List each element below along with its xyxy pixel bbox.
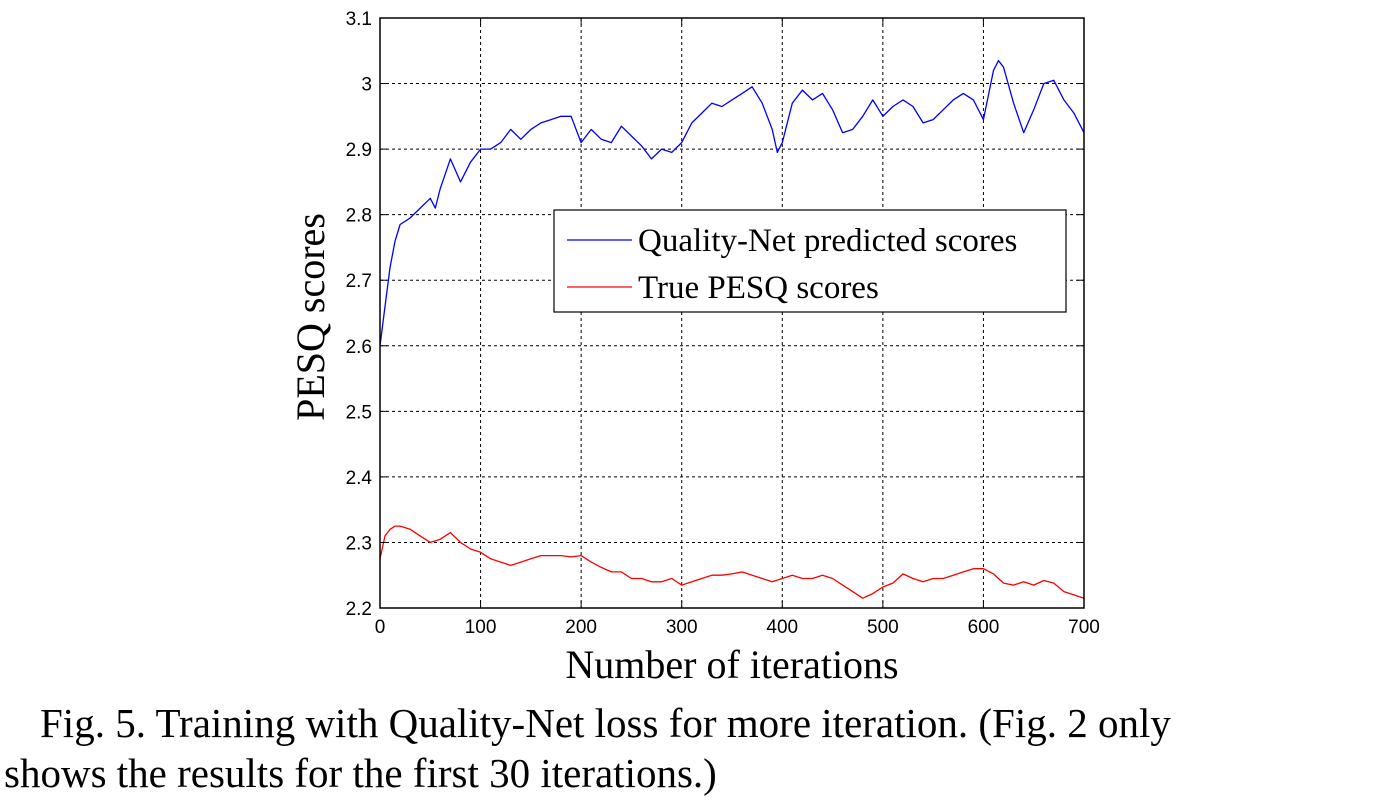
y-tick-label: 2.3 [346,533,372,554]
x-tick-label: 300 [666,617,698,638]
grid-lines [380,18,1084,608]
x-tick-label: 200 [565,617,597,638]
x-axis-ticks: 0 100 200 300 400 500 600 700 [375,18,1100,638]
x-tick-label: 400 [766,617,798,638]
y-tick-label: 2.4 [346,468,373,489]
y-tick-label: 2.2 [346,599,372,620]
legend: Quality-Net predicted scores True PESQ s… [553,209,1067,313]
y-tick-label: 2.9 [346,140,372,161]
x-axis-title: Number of iterations [565,642,898,687]
caption-line-1: Fig. 5. Training with Quality-Net loss f… [40,700,1171,746]
x-tick-label: 500 [867,617,899,638]
caption-line-2: shows the results for the first 30 itera… [4,750,717,796]
y-tick-label: 2.7 [346,271,372,292]
y-tick-label: 3.1 [346,9,372,30]
y-axis-ticks: 2.2 2.3 2.4 2.5 2.6 2.7 2.8 2.9 3 3.1 [346,9,1084,620]
series-layer [379,59,1085,599]
y-tick-label: 3 [361,75,372,96]
series-line-predicted [379,59,1085,346]
x-tick-label: 700 [1068,617,1100,638]
pesq-training-chart: 0 100 200 300 400 500 600 700 2.22.32.42.52.62.… [288,9,1100,687]
series-line-true [379,525,1085,599]
y-tick-label: 2.5 [346,402,372,423]
legend-label-predicted: Quality-Net predicted scores [638,223,1017,259]
plot-frame [379,17,1085,609]
y-tick-label: 2.6 [346,337,372,358]
y-axis-title: PESQ scores [288,213,333,421]
x-tick-label: 0 [375,617,386,638]
x-tick-label: 600 [968,617,1000,638]
figure-caption: Fig. 5. Training with Quality-Net loss f… [0,698,1390,798]
y-tick-label: 2.8 [346,206,372,227]
legend-box [553,209,1067,313]
x-tick-label: 100 [465,617,497,638]
legend-label-true: True PESQ scores [638,270,879,306]
